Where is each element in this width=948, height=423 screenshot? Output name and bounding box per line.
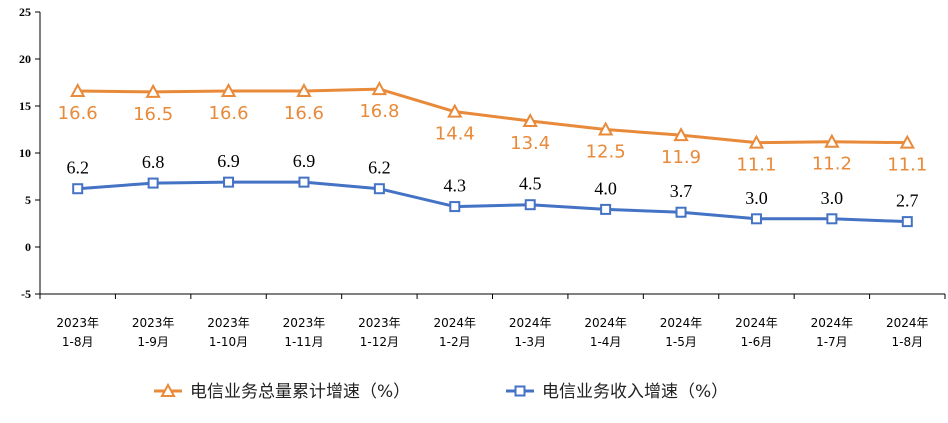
data-label: 12.5 (586, 142, 626, 163)
data-point (72, 183, 84, 195)
x-tick-label: 2023年 1-8月 (56, 316, 99, 349)
x-tick-label: 2024年 1-8月 (886, 316, 929, 349)
data-label: 13.4 (510, 133, 550, 154)
series-group: 16.6 16.5 16.6 16.6 16.8 14.4 13.4 12.5 11.9 11.1… (58, 80, 927, 228)
data-label: 16.8 (359, 101, 399, 122)
x-tick-label: 2023年 1-11月 (283, 316, 326, 349)
series-line (77, 180, 908, 224)
x-tick-label: 2024年 1-2月 (434, 316, 477, 349)
data-label: 6.2 (66, 158, 89, 178)
x-tick-label: 2023年 1-12月 (358, 316, 401, 349)
data-label: 6.9 (217, 151, 240, 171)
data-label: 6.9 (293, 151, 316, 171)
data-point (675, 206, 687, 218)
legend-marker (160, 382, 176, 397)
data-point (750, 213, 762, 225)
data-label: 3.7 (670, 181, 693, 201)
x-tick-label: 2023年 1-9月 (132, 316, 175, 349)
x-axis-ticks: 2023年 1-8月 2023年 1-9月 2023年 1-10月 2023年 1-11月 20… (39, 294, 946, 349)
y-tick-label: 5 (25, 193, 31, 207)
data-point (145, 83, 161, 98)
data-point (296, 82, 312, 97)
data-point (748, 134, 765, 149)
x-tick-label: 2024年 1-3月 (509, 316, 552, 349)
y-tick-label: 25 (19, 5, 31, 19)
data-point (899, 134, 915, 149)
data-label: 3.0 (821, 188, 844, 208)
data-label: 11.2 (812, 154, 852, 175)
y-tick-label: 10 (19, 146, 31, 160)
data-point (220, 82, 237, 97)
y-tick-label: 0 (25, 240, 31, 254)
series-line (77, 87, 908, 145)
data-label: 2.7 (896, 191, 919, 211)
data-label: 16.6 (209, 103, 249, 124)
axes (39, 12, 945, 295)
legend: 电信业务总量累计增速（%） 电信业务收入增速（%） (154, 382, 728, 402)
data-label: 6.2 (368, 158, 391, 178)
x-tick-label: 2024年 1-4月 (584, 316, 627, 349)
data-point (824, 133, 840, 148)
data-point (826, 213, 838, 225)
data-point (298, 176, 310, 188)
y-tick-label: 15 (19, 99, 31, 113)
legend-label: 电信业务收入增速（%） (542, 382, 728, 402)
data-label: 16.5 (133, 104, 173, 125)
data-point (373, 183, 385, 195)
data-label: 11.1 (887, 155, 927, 176)
y-tick-label: -5 (21, 287, 31, 301)
data-point (449, 201, 461, 213)
data-point (223, 176, 235, 188)
data-point (600, 203, 612, 215)
data-label: 4.3 (444, 176, 467, 196)
data-point (597, 121, 614, 136)
data-point (901, 216, 913, 228)
data-point (371, 80, 388, 96)
legend-marker (514, 385, 526, 397)
data-label: 16.6 (284, 103, 324, 124)
data-point (524, 199, 536, 211)
data-point (447, 103, 463, 118)
series-2: 6.2 6.8 6.9 6.9 6.2 4.3 4.5 4.0 3.7 3.0 3.0 2.7 (66, 151, 919, 228)
data-label: 6.8 (142, 152, 165, 172)
x-tick-label: 2023年 1-10月 (207, 316, 250, 349)
data-point (70, 82, 86, 97)
x-tick-label: 2024年 1-7月 (811, 316, 854, 349)
legend-item-2: 电信业务收入增速（%） (506, 382, 728, 402)
legend-label: 电信业务总量累计增速（%） (190, 382, 410, 402)
data-point (673, 127, 689, 142)
y-tick-label: 20 (19, 52, 31, 66)
data-label: 14.4 (435, 124, 475, 145)
data-point (147, 177, 159, 189)
x-tick-label: 2024年 1-5月 (660, 316, 703, 349)
data-label: 4.5 (519, 174, 542, 194)
data-point (522, 112, 538, 128)
y-axis-ticks: -5 0 5 10 15 20 25 (19, 5, 40, 301)
x-tick-label: 2024年 1-6月 (735, 316, 778, 349)
data-label: 4.0 (594, 178, 617, 198)
data-label: 11.9 (661, 147, 701, 168)
data-label: 11.1 (736, 155, 776, 176)
series-1: 16.6 16.5 16.6 16.6 16.8 14.4 13.4 12.5 11.9 11.1… (58, 80, 927, 176)
data-label: 3.0 (745, 188, 768, 208)
legend-item-1: 电信业务总量累计增速（%） (154, 382, 410, 402)
data-label: 16.6 (58, 103, 98, 124)
